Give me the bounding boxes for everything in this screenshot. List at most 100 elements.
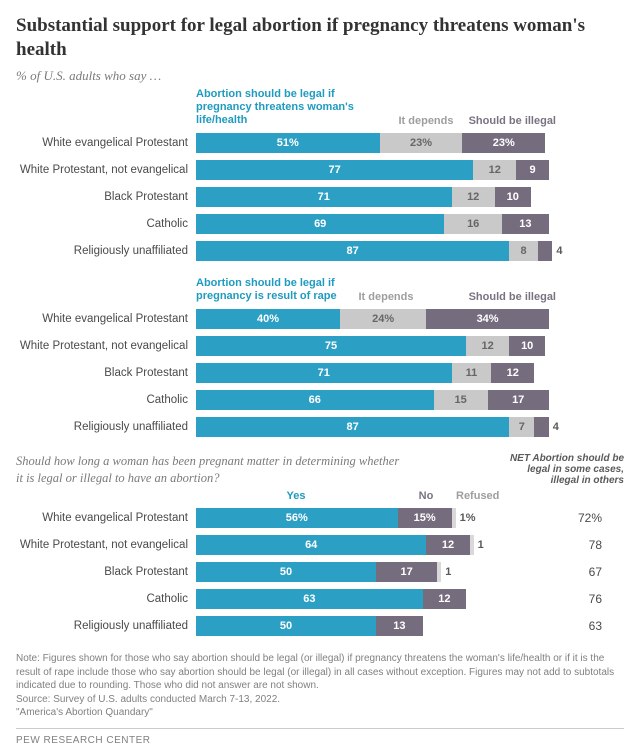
bar-segment: 64 [196,535,426,555]
bar-value-outside: 1% [456,508,476,528]
bar-segment: 66 [196,390,434,410]
data-row: Religiously unaffiliated8784 [16,239,624,263]
bar-zone: 56%15%1% [196,508,556,528]
bar-segment: 63 [196,589,423,609]
chart-title: Substantial support for legal abortion i… [16,14,624,62]
row-label: White Protestant, not evangelical [16,164,196,176]
source-line: Source: Survey of U.S. adults conducted … [16,693,624,707]
data-row: White Protestant, not evangelical6412178 [16,533,624,557]
net-value: 67 [556,565,606,579]
note-line: Note: Figures shown for those who say ab… [16,652,624,693]
bar-value-outside: 4 [552,241,562,261]
legend-row-1: Abortion should be legal if pregnancy th… [196,88,624,128]
bar-zone: 711112 [196,363,556,383]
bar-zone: 40%24%34% [196,309,556,329]
legend-no: No [396,490,456,502]
bar-segment: 13 [502,214,549,234]
net-value: 72% [556,511,606,525]
net-value: 78 [556,538,606,552]
bar-segment: 13 [376,616,423,636]
data-row: Religiously unaffiliated8774 [16,415,624,439]
bar-segment: 23% [462,133,545,153]
row-label: Catholic [16,394,196,406]
bar-value-outside: 4 [549,417,559,437]
bar-zone: 661517 [196,390,556,410]
row-label: White evangelical Protestant [16,137,196,149]
report-line: "America's Abortion Quandary" [16,706,624,720]
row-label: White Protestant, not evangelical [16,340,196,352]
bar-segment: 50 [196,562,376,582]
legend-depends: It depends [351,291,421,303]
bar-zone: 50171 [196,562,556,582]
row-label: Black Protestant [16,191,196,203]
bar-zone: 8784 [196,241,563,261]
bar-segment: 56% [196,508,398,528]
row-label: Religiously unaffiliated [16,421,196,433]
chart-duration: Should how long a woman has been pregnan… [16,453,624,638]
chart-subhead: % of U.S. adults who say … [16,68,624,84]
row-label: White evangelical Protestant [16,313,196,325]
legend-depends: It depends [386,115,466,127]
bar-zone: 691613 [196,214,556,234]
bar-segment: 50 [196,616,376,636]
data-row: Religiously unaffiliated501363 [16,614,624,638]
bar-zone: 8774 [196,417,559,437]
row-label: Religiously unaffiliated [16,245,196,257]
chart-health: Abortion should be legal if pregnancy th… [16,88,624,264]
bar-segment: 12 [423,589,466,609]
data-row: Black Protestant5017167 [16,560,624,584]
row-label: White Protestant, not evangelical [16,539,196,551]
data-row: Black Protestant711210 [16,185,624,209]
bar-zone: 64121 [196,535,556,555]
bar-zone: 6312 [196,589,556,609]
bar-segment: 69 [196,214,444,234]
bar-segment: 8 [509,241,538,261]
bar-segment: 71 [196,187,452,207]
row-label: White evangelical Protestant [16,512,196,524]
bar-value-outside: 1 [474,535,484,555]
footer: PEW RESEARCH CENTER [16,728,624,746]
bar-segment [534,417,548,437]
bar-segment: 40% [196,309,340,329]
chart-container: Substantial support for legal abortion i… [0,0,640,756]
legend-legal: Abortion should be legal if pregnancy is… [196,277,351,303]
question-duration: Should how long a woman has been pregnan… [16,453,624,486]
bar-segment: 15% [398,508,452,528]
rows-duration: White evangelical Protestant56%15%1%72%W… [16,506,624,638]
legend-yes: Yes [196,490,396,502]
rows-rape: White evangelical Protestant40%24%34%Whi… [16,307,624,439]
bar-segment: 51% [196,133,380,153]
bar-segment: 87 [196,417,509,437]
bar-segment: 7 [509,417,534,437]
bar-segment: 12 [426,535,469,555]
legend-legal: Abortion should be legal if pregnancy th… [196,88,386,128]
note-text: Note: Figures shown for those who say ab… [16,652,624,720]
bar-zone: 751210 [196,336,556,356]
row-label: Catholic [16,218,196,230]
bar-segment: 10 [495,187,531,207]
data-row: Black Protestant711112 [16,361,624,385]
bar-segment: 16 [444,214,502,234]
row-label: Catholic [16,593,196,605]
legend-refused: Refused [456,490,506,502]
bar-segment: 71 [196,363,452,383]
bar-segment: 34% [426,309,548,329]
bar-zone: 77129 [196,160,556,180]
data-row: Catholic631276 [16,587,624,611]
data-row: White evangelical Protestant56%15%1%72% [16,506,624,530]
data-row: White Protestant, not evangelical751210 [16,334,624,358]
bar-segment: 11 [452,363,492,383]
legend-row-3: Yes No Refused [196,490,624,502]
bar-segment: 12 [452,187,495,207]
bar-segment: 17 [376,562,437,582]
legend-illegal: Should be illegal [466,115,556,127]
bar-zone: 51%23%23% [196,133,556,153]
bar-segment: 12 [466,336,509,356]
bar-segment: 9 [516,160,548,180]
rows-health: White evangelical Protestant51%23%23%Whi… [16,131,624,263]
bar-zone: 5013 [196,616,556,636]
data-row: White evangelical Protestant51%23%23% [16,131,624,155]
bar-segment: 12 [473,160,516,180]
bar-segment: 77 [196,160,473,180]
net-value: 76 [556,592,606,606]
